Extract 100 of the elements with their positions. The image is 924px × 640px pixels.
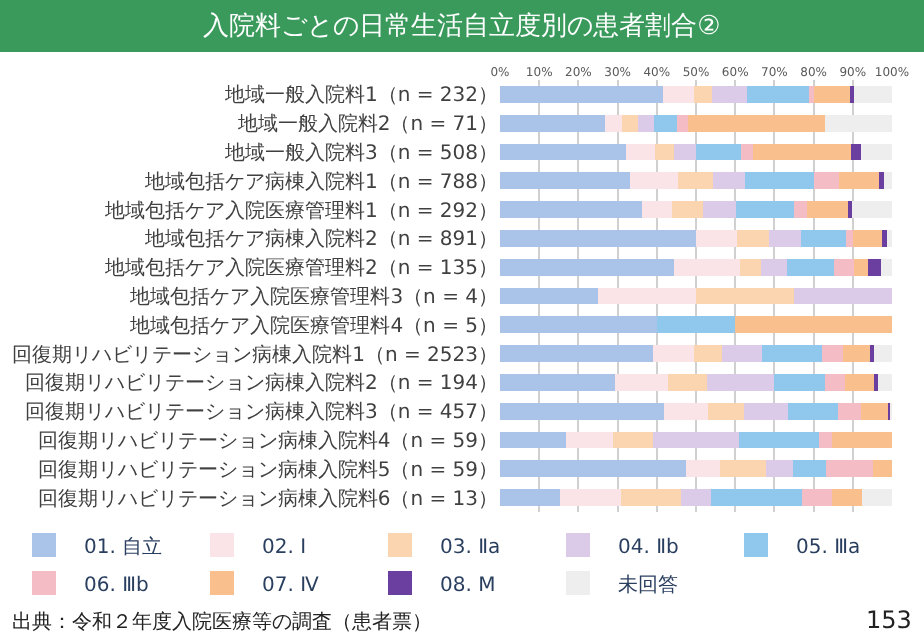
- bar: [814, 86, 851, 103]
- bar: [656, 316, 736, 334]
- bar: [598, 287, 696, 305]
- bar: [861, 402, 889, 420]
- legend-label: 未回答: [618, 572, 678, 597]
- y-tick-label: 地域包括ケア病棟入院料2（n = 891）: [142, 227, 498, 252]
- legend-label: 04. Ⅱb: [618, 536, 679, 559]
- bar: [500, 258, 675, 276]
- bar: [696, 287, 794, 305]
- bar: [762, 345, 822, 362]
- bar: [854, 86, 892, 103]
- bar: [832, 431, 892, 449]
- bar: [696, 143, 741, 161]
- bar: [500, 143, 627, 161]
- bar: [674, 258, 740, 276]
- legend-label: 08. M: [440, 574, 496, 597]
- bar: [637, 114, 655, 132]
- bar: [832, 489, 863, 506]
- bar: [874, 345, 892, 362]
- bar: [630, 172, 679, 190]
- bar: [500, 374, 616, 391]
- bar: [664, 402, 709, 420]
- bar: [652, 431, 740, 449]
- bar: [801, 489, 833, 506]
- bar: [676, 114, 688, 132]
- bar: [744, 172, 814, 190]
- bar: [808, 86, 814, 103]
- bar: [867, 258, 881, 276]
- bar: [872, 460, 892, 478]
- bar: [800, 230, 846, 247]
- bar: [500, 431, 567, 449]
- bar: [760, 258, 787, 276]
- bar: [713, 172, 745, 190]
- bar: [843, 345, 871, 362]
- bar: [681, 489, 712, 506]
- bar: [500, 201, 643, 218]
- legend-label: 01. 自立: [84, 534, 163, 559]
- bar: [735, 201, 794, 218]
- bar: [740, 143, 754, 161]
- y-tick-label: 回復期リハビリテーション病棟入院料2（n = 194）: [24, 371, 498, 396]
- bar: [794, 287, 892, 305]
- bar: [620, 489, 682, 506]
- bar: [708, 402, 745, 420]
- bar: [678, 172, 714, 190]
- bar: [877, 374, 892, 391]
- bar: [806, 201, 849, 218]
- bar: [814, 172, 840, 190]
- bar: [695, 230, 737, 247]
- bar: [500, 489, 561, 506]
- bar: [793, 201, 807, 218]
- bar: [500, 402, 665, 420]
- bar: [769, 230, 801, 247]
- bar: [735, 316, 892, 334]
- bar: [851, 143, 861, 161]
- y-tick-label: 地域包括ケア入院医療管理料4（n = 5）: [128, 313, 498, 338]
- bar: [818, 431, 833, 449]
- bar: [621, 114, 638, 132]
- bar: [663, 86, 694, 103]
- bar: [736, 230, 770, 247]
- bar: [753, 143, 852, 161]
- bar: [739, 431, 819, 449]
- bar: [739, 258, 761, 276]
- bar: [774, 374, 826, 391]
- bar: [880, 258, 892, 276]
- bar: [719, 460, 767, 478]
- bar: [826, 460, 873, 478]
- bar: [853, 230, 884, 247]
- bar: [862, 489, 892, 506]
- bar: [721, 345, 763, 362]
- bar: [500, 86, 664, 103]
- legend-label: 05. Ⅲa: [796, 536, 861, 559]
- bar: [747, 86, 809, 103]
- bar: [694, 345, 722, 362]
- bar: [792, 460, 827, 478]
- bar: [672, 201, 703, 218]
- bar: [702, 201, 736, 218]
- y-tick-label: 地域包括ケア入院医療管理料3（n = 4）: [128, 285, 498, 309]
- y-tick-label: 地域包括ケア病棟入院料1（n = 788）: [142, 169, 498, 194]
- bar: [626, 143, 656, 161]
- y-tick-label: 地域包括ケア入院医療管理料2（n = 135）: [102, 256, 498, 281]
- bar: [693, 86, 713, 103]
- text: 153: [866, 606, 912, 634]
- bar: [500, 460, 687, 478]
- bar: [654, 114, 677, 132]
- bar: [825, 374, 846, 391]
- bar: [712, 86, 748, 103]
- y-tick-label: 回復期リハビリテーション病棟入院料6（n = 13）: [37, 486, 498, 511]
- bar: [612, 431, 653, 449]
- bar: [883, 172, 892, 190]
- bar: [500, 230, 696, 247]
- bar: [500, 114, 606, 132]
- chart-title: 入院料ごとの日常生活自立度別の患者割合②: [203, 10, 721, 43]
- legend-label: 03. Ⅱa: [440, 536, 501, 559]
- bar: [786, 258, 834, 276]
- bar: [500, 287, 598, 305]
- y-tick-label: 地域包括ケア入院医療管理料1（n = 292）: [102, 198, 498, 223]
- bar: [655, 143, 674, 161]
- bar: [642, 201, 673, 218]
- bar: [686, 460, 720, 478]
- bar: [605, 114, 622, 132]
